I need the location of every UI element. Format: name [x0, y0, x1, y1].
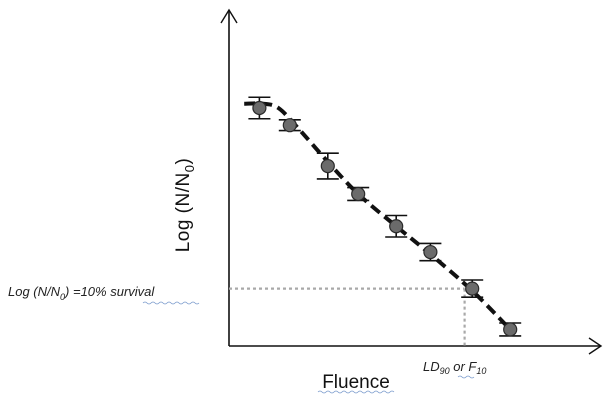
- reference-y-label: Log (N/N0) =10% survival: [8, 284, 155, 302]
- x-axis-label: Fluence: [322, 372, 390, 393]
- data-point: [389, 219, 404, 234]
- reference-x-label: LD90 or F10: [423, 359, 486, 376]
- data-point: [282, 118, 297, 133]
- reference-lines: [229, 287, 466, 346]
- y-axis-arrow: [220, 8, 238, 24]
- data-point: [465, 281, 480, 296]
- x-axis-arrow: [588, 337, 603, 355]
- axes: [220, 8, 603, 355]
- fit-curve: [244, 101, 512, 331]
- data-point: [503, 322, 518, 337]
- data-points: [252, 100, 518, 337]
- data-point: [320, 158, 335, 174]
- ref-label-spellcheck-underline: [142, 301, 200, 305]
- data-point: [351, 186, 366, 202]
- x-label-spellcheck-underline: [317, 390, 395, 394]
- data-point: [423, 244, 438, 260]
- data-point: [252, 100, 267, 116]
- y-axis-label: Log (N/N0): [173, 158, 197, 253]
- ldlabel-spellcheck-underline: [457, 375, 475, 379]
